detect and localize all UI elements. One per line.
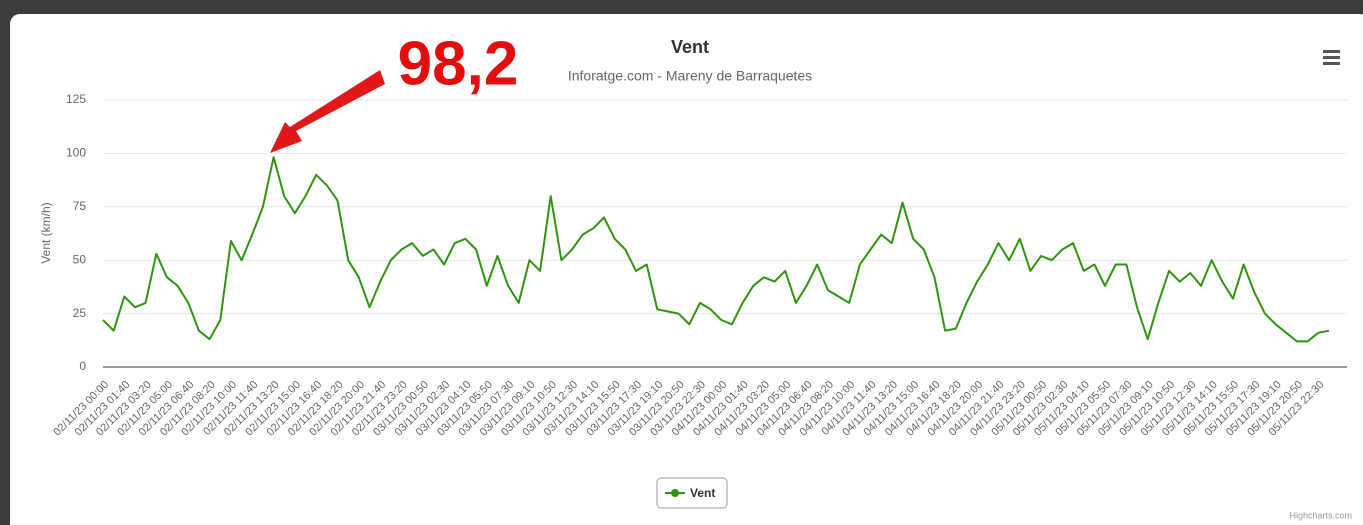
y-axis-title: Vent (km/h): [39, 202, 53, 263]
card: [10, 14, 1363, 525]
annotation: 98,2: [398, 29, 519, 98]
line-series: [102, 156, 1330, 343]
legend[interactable]: Vent: [656, 477, 728, 509]
y-tick-label: 75: [73, 199, 87, 213]
y-tick-label: 50: [73, 252, 87, 266]
legend-label[interactable]: Vent: [690, 486, 715, 500]
legend-box: [656, 477, 728, 509]
y-tick-label: 100: [66, 146, 86, 160]
chart-title: Vent: [671, 37, 709, 57]
chart-subtitle: Inforatge.com - Mareny de Barraquetes: [568, 68, 812, 84]
legend-marker: [671, 489, 679, 497]
menu-button[interactable]: [1318, 46, 1344, 68]
y-tick-label: 125: [66, 92, 86, 106]
annotation-arrow: [267, 67, 387, 156]
plot: [102, 156, 1330, 343]
credits: Highcharts.com: [1289, 510, 1352, 520]
y-tick-label: 25: [73, 306, 87, 320]
y-tick-label: 0: [79, 359, 86, 373]
